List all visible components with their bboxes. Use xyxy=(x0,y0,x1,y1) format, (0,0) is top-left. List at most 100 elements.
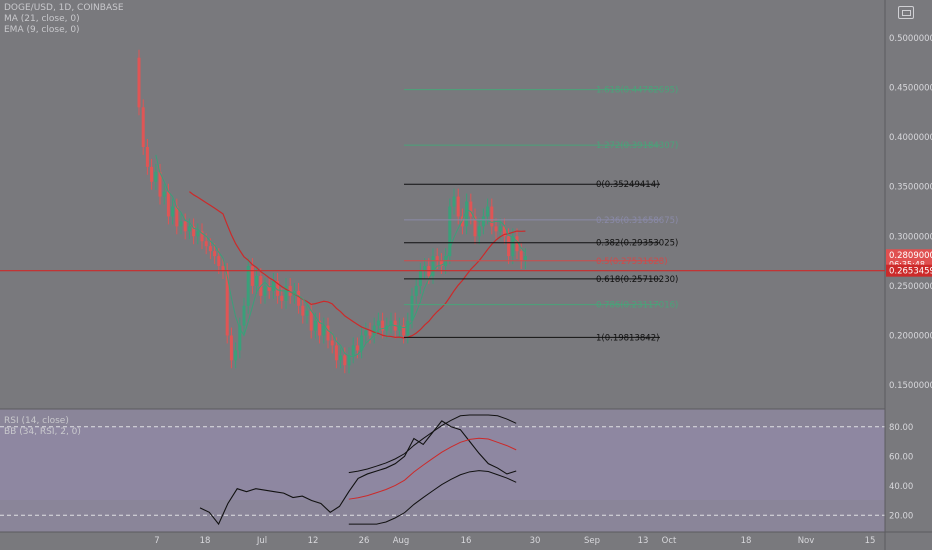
price-tag-bg xyxy=(886,264,932,277)
candle xyxy=(364,330,368,336)
candle xyxy=(389,320,393,326)
candle xyxy=(255,275,259,286)
bb-lower xyxy=(348,470,517,525)
candle xyxy=(410,295,414,321)
price-tick-label: 0.35000000 xyxy=(889,183,932,193)
screenshot-icon[interactable] xyxy=(898,6,914,19)
candle xyxy=(301,305,305,316)
price-tick-label: 0.30000000 xyxy=(889,232,932,242)
candle xyxy=(137,57,141,108)
candle xyxy=(183,221,187,232)
legend-ema[interactable]: EMA (9, close, 0) xyxy=(4,25,80,35)
candle xyxy=(204,241,208,247)
x-tick-label: 15 xyxy=(865,536,876,546)
candle xyxy=(200,231,204,242)
candle xyxy=(141,107,145,147)
candle xyxy=(196,231,200,237)
candle xyxy=(519,251,523,262)
candle xyxy=(217,256,221,267)
candle xyxy=(343,355,347,366)
candle xyxy=(456,196,460,217)
fib-label: 1.618(0.44782695) xyxy=(596,86,678,96)
price-tick-label: 0.25000000 xyxy=(889,282,932,292)
candle xyxy=(452,196,456,207)
candle xyxy=(402,325,406,336)
candle xyxy=(515,236,519,252)
x-tick-label: 18 xyxy=(741,536,752,546)
candle xyxy=(360,335,364,351)
rsi-tick-label: 60.00 xyxy=(889,452,913,462)
x-tick-label: 16 xyxy=(461,536,472,546)
candle xyxy=(490,206,494,227)
legend-rsi[interactable]: RSI (14, close) xyxy=(4,416,69,426)
x-tick-label: Oct xyxy=(662,536,677,546)
candle xyxy=(267,285,271,291)
candle xyxy=(523,256,527,262)
candle xyxy=(481,216,485,227)
candles xyxy=(137,49,527,374)
candle xyxy=(297,290,301,306)
x-tick-label: 13 xyxy=(638,536,649,546)
candle xyxy=(284,285,288,301)
fib-label: 0.236(0.31658675) xyxy=(596,216,678,226)
candle xyxy=(494,226,498,232)
legend-bb[interactable]: BB (34, RSI, 2, 0) xyxy=(4,427,81,437)
fib-label: 0.5(0.27531628) xyxy=(596,257,668,267)
fib-label: 0.618(0.25710230) xyxy=(596,275,678,285)
x-tick-label: 7 xyxy=(154,536,159,546)
candle xyxy=(234,350,238,361)
candle xyxy=(511,236,515,257)
candle xyxy=(406,320,410,336)
axes: 0.50000000 0.45000000 0.40000000 0.35000000… xyxy=(154,34,932,546)
candle xyxy=(334,345,338,361)
candle xyxy=(150,166,154,182)
candle xyxy=(242,305,246,326)
candle xyxy=(423,266,427,272)
price-tick-label: 0.40000000 xyxy=(889,133,932,143)
candle xyxy=(372,325,376,336)
price-tick-label: 0.50000000 xyxy=(889,34,932,44)
rsi-legend: RSI (14, close) BB (34, RSI, 2, 0) xyxy=(4,416,81,438)
price-tag-label: 0.28090000 xyxy=(889,251,932,261)
candle xyxy=(213,251,217,257)
candle xyxy=(355,345,359,351)
candle xyxy=(280,295,284,301)
price-tag-label: 0.26534593 xyxy=(889,267,932,277)
price-tag-bg xyxy=(886,249,932,270)
candle xyxy=(263,285,267,296)
x-tick-label: Sep xyxy=(584,536,600,546)
rsi-tick-label: 20.00 xyxy=(889,511,913,521)
x-tick-label: Jul xyxy=(256,536,267,546)
candle xyxy=(414,285,418,296)
candle xyxy=(192,226,196,237)
bb-upper xyxy=(348,414,517,474)
price-tick-label: 0.20000000 xyxy=(889,332,932,342)
candle xyxy=(225,271,229,336)
candle xyxy=(309,310,313,331)
legend-ma[interactable]: MA (21, close, 0) xyxy=(4,14,80,24)
legend-symbol[interactable]: DOGE/USD, 1D, COINBASE xyxy=(4,3,124,13)
candle xyxy=(221,266,225,272)
candle xyxy=(448,206,452,257)
candle xyxy=(435,256,439,262)
candle xyxy=(166,191,170,217)
candle xyxy=(154,171,158,182)
fib-label: 1(0.19813842) xyxy=(596,333,659,343)
candle xyxy=(368,330,372,336)
fib-label: 0.786(0.23117016) xyxy=(596,301,678,311)
rsi-tick-label: 80.00 xyxy=(889,423,913,433)
candle xyxy=(250,266,254,286)
candle xyxy=(158,171,162,197)
candle xyxy=(238,325,242,351)
candle xyxy=(473,216,477,237)
x-tick-label: 12 xyxy=(308,536,319,546)
candle xyxy=(276,280,280,296)
candle xyxy=(145,146,149,167)
candle xyxy=(381,320,385,331)
fib-label: 0.382(0.29353025) xyxy=(596,239,678,249)
candle xyxy=(322,325,326,336)
candle xyxy=(507,236,511,257)
candle xyxy=(187,226,191,232)
